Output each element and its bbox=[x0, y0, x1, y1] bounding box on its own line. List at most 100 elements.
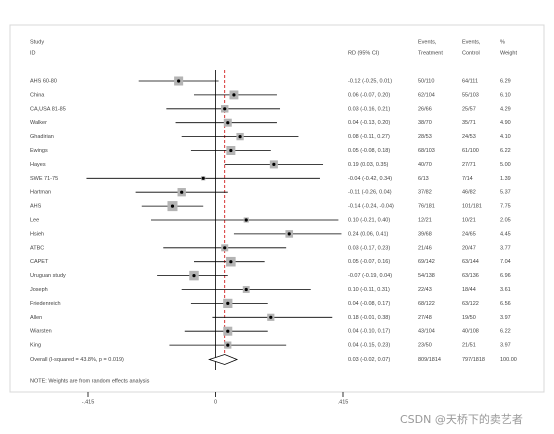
header-treatment: Treatment bbox=[418, 50, 443, 56]
events-treatment: 22/43 bbox=[418, 287, 432, 293]
study-label: AHS 60-80 bbox=[30, 78, 57, 84]
study-label: Friedenreich bbox=[30, 301, 61, 307]
x-tick-label: -.415 bbox=[82, 399, 95, 405]
events-control: 24/65 bbox=[462, 231, 476, 237]
events-treatment: 27/48 bbox=[418, 315, 432, 321]
watermark: CSDN @天桥下的卖艺者 bbox=[400, 412, 523, 426]
weight-label: 6.29 bbox=[500, 78, 511, 84]
events-treatment: 69/142 bbox=[418, 259, 435, 265]
note: NOTE: Weights are from random effects an… bbox=[30, 378, 150, 384]
events-treatment: 28/53 bbox=[418, 134, 432, 140]
study-label: King bbox=[30, 343, 41, 349]
study-label: CA,USA 81-85 bbox=[30, 106, 66, 112]
events-control: 19/50 bbox=[462, 315, 476, 321]
point-estimate bbox=[226, 329, 230, 333]
events-control: 20/47 bbox=[462, 245, 476, 251]
events-treatment: 38/70 bbox=[418, 120, 432, 126]
rd-label: 0.06 (-0.07, 0.20) bbox=[348, 92, 390, 98]
weight-label: 4.29 bbox=[500, 106, 511, 112]
rd-label: -0.12 (-0.25, 0.01) bbox=[348, 78, 392, 84]
events-treatment: 50/110 bbox=[418, 78, 434, 84]
weight-label: 4.45 bbox=[500, 231, 511, 237]
rd-label: 0.04 (-0.08, 0.17) bbox=[348, 301, 390, 307]
events-control: 7/14 bbox=[462, 176, 473, 182]
point-estimate bbox=[244, 287, 248, 292]
header-events: Events, bbox=[462, 39, 481, 45]
events-control: 35/71 bbox=[462, 120, 476, 126]
weight-label: 3.97 bbox=[500, 315, 511, 321]
point-estimate bbox=[180, 190, 184, 194]
events-control: 797/1818 bbox=[462, 357, 485, 363]
overall-diamond bbox=[208, 354, 239, 365]
point-estimate bbox=[192, 274, 196, 278]
study-label: Ewings bbox=[30, 148, 48, 154]
weight-label: 1.39 bbox=[500, 176, 511, 182]
weight-label: 6.56 bbox=[500, 301, 511, 307]
weight-label: 3.97 bbox=[500, 343, 511, 349]
events-control: 46/82 bbox=[462, 190, 476, 196]
events-treatment: 809/1814 bbox=[418, 357, 441, 363]
events-treatment: 26/66 bbox=[418, 106, 432, 112]
rd-label: 0.18 (-0.01, 0.38) bbox=[348, 315, 390, 321]
rd-label: 0.04 (-0.13, 0.20) bbox=[348, 120, 390, 126]
rd-label: -0.07 (-0.19, 0.04) bbox=[348, 273, 392, 279]
events-control: 63/122 bbox=[462, 301, 479, 307]
point-estimate bbox=[177, 79, 181, 83]
overall-label: Overall (I-squared = 43.8%, p = 0.019) bbox=[30, 357, 124, 363]
point-estimate bbox=[269, 315, 273, 319]
events-treatment: 21/46 bbox=[418, 245, 432, 251]
point-estimate bbox=[287, 232, 291, 236]
point-estimate bbox=[232, 93, 236, 97]
weight-label: 2.05 bbox=[500, 217, 511, 223]
study-label: Joseph bbox=[30, 287, 48, 293]
study-label: Allen bbox=[30, 315, 42, 321]
study-label: Ghadirian bbox=[30, 134, 54, 140]
point-estimate bbox=[238, 135, 242, 139]
rd-label: 0.10 (-0.21, 0.40) bbox=[348, 217, 390, 223]
study-label: ATBC bbox=[30, 245, 44, 251]
events-control: 64/111 bbox=[462, 78, 478, 84]
rd-label: 0.10 (-0.11, 0.31) bbox=[348, 287, 390, 293]
events-control: 40/108 bbox=[462, 329, 479, 335]
events-treatment: 6/13 bbox=[418, 176, 429, 182]
weight-label: 6.22 bbox=[500, 329, 511, 335]
rd-label: 0.19 (0.03, 0.35) bbox=[348, 162, 389, 168]
x-tick-label: 0 bbox=[214, 399, 217, 405]
weight-label: 4.10 bbox=[500, 134, 511, 140]
rd-label: 0.24 (0.06, 0.41) bbox=[348, 231, 389, 237]
events-treatment: 76/181 bbox=[418, 204, 435, 210]
rd-label: -0.11 (-0.26, 0.04) bbox=[348, 190, 392, 196]
rd-label: 0.03 (-0.02, 0.07) bbox=[348, 357, 390, 363]
x-tick-label: .415 bbox=[338, 399, 349, 405]
study-label: CAPET bbox=[30, 259, 49, 265]
weight-label: 3.61 bbox=[500, 287, 511, 293]
rd-label: 0.05 (-0.07, 0.16) bbox=[348, 259, 390, 265]
point-estimate bbox=[170, 204, 175, 208]
events-control: 18/44 bbox=[462, 287, 476, 293]
events-treatment: 54/138 bbox=[418, 273, 435, 279]
point-estimate bbox=[223, 107, 227, 111]
rd-label: 0.04 (-0.15, 0.23) bbox=[348, 343, 390, 349]
rd-label: 0.04 (-0.10, 0.17) bbox=[348, 329, 390, 335]
events-control: 55/103 bbox=[462, 92, 479, 98]
events-treatment: 39/68 bbox=[418, 231, 432, 237]
weight-label: 7.04 bbox=[500, 259, 511, 265]
events-control: 63/144 bbox=[462, 259, 479, 265]
frame bbox=[9, 24, 545, 393]
point-estimate bbox=[226, 301, 230, 305]
events-treatment: 62/104 bbox=[418, 92, 435, 98]
study-label: China bbox=[30, 92, 45, 98]
header-control: Control bbox=[462, 50, 480, 56]
point-estimate bbox=[272, 162, 276, 166]
rd-label: -0.04 (-0.42, 0.34) bbox=[348, 176, 392, 182]
events-control: 24/53 bbox=[462, 134, 476, 140]
events-treatment: 43/104 bbox=[418, 329, 435, 335]
study-label: SWE 71-75 bbox=[30, 176, 58, 182]
point-estimate bbox=[244, 218, 248, 222]
header-study: Study bbox=[30, 39, 44, 45]
events-treatment: 37/82 bbox=[418, 190, 432, 196]
weight-label: 6.10 bbox=[500, 92, 511, 98]
point-estimate bbox=[226, 121, 230, 125]
